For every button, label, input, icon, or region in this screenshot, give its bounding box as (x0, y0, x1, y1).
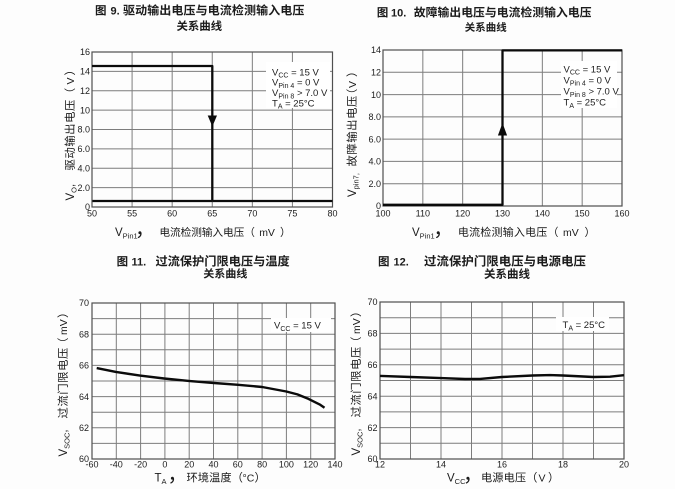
svg-text:60: 60 (233, 460, 243, 470)
svg-text:6.0: 6.0 (368, 134, 381, 144)
svg-text:2.0: 2.0 (77, 183, 90, 193)
svg-text:12: 12 (80, 86, 90, 96)
svg-text:VCC = 15 V: VCC = 15 V (564, 64, 612, 76)
svg-text:-20: -20 (134, 460, 147, 470)
svg-text:70: 70 (79, 298, 89, 308)
svg-text:VPin 8 > 7.0 V: VPin 8 > 7.0 V (272, 88, 328, 100)
svg-text:12: 12 (375, 460, 385, 470)
svg-text:60: 60 (367, 454, 377, 464)
svg-text:62: 62 (367, 423, 377, 433)
svg-text:50: 50 (87, 209, 97, 219)
svg-text:100: 100 (375, 209, 390, 219)
svg-text:6.0: 6.0 (77, 144, 90, 154)
svg-text:16: 16 (80, 47, 90, 57)
svg-text:VSOC,: VSOC, (351, 428, 364, 455)
svg-text:mV: mV (351, 318, 363, 334)
svg-text:VPin 4 = 0 V: VPin 4 = 0 V (564, 75, 612, 87)
svg-text:-40: -40 (110, 460, 123, 470)
svg-text:68: 68 (79, 329, 89, 339)
svg-text:TA = 25°C: TA = 25°C (563, 320, 606, 332)
svg-text:TA: TA (155, 473, 167, 486)
svg-text:68: 68 (367, 329, 377, 339)
svg-text:64: 64 (79, 392, 89, 402)
svg-text:120: 120 (303, 460, 318, 470)
svg-text:4.0: 4.0 (77, 164, 90, 174)
svg-text:4.0: 4.0 (368, 157, 381, 167)
svg-text:110: 110 (416, 209, 430, 219)
svg-text:mV: mV (259, 227, 275, 239)
svg-text:62: 62 (79, 423, 89, 433)
svg-text:65: 65 (207, 209, 217, 219)
svg-text:Vpin7,: Vpin7, (347, 173, 360, 197)
svg-text:0: 0 (162, 460, 167, 470)
svg-text:8.0: 8.0 (77, 125, 90, 135)
svg-text:9.: 9. (111, 6, 120, 18)
svg-text:V: V (347, 81, 359, 88)
svg-text:60: 60 (79, 454, 89, 464)
svg-text:VSOC,: VSOC, (58, 429, 71, 456)
svg-text:0: 0 (85, 202, 90, 212)
svg-text:55: 55 (127, 209, 137, 219)
svg-text:14: 14 (371, 45, 381, 55)
svg-text:20: 20 (184, 460, 194, 470)
svg-text:0: 0 (376, 201, 381, 211)
svg-text:VCC: VCC (447, 473, 466, 486)
svg-text:14: 14 (436, 460, 446, 470)
svg-text:70: 70 (247, 209, 257, 219)
svg-text:°C: °C (243, 473, 255, 485)
svg-text:10.: 10. (391, 8, 406, 20)
svg-text:-60: -60 (85, 460, 98, 470)
svg-text:10: 10 (371, 90, 381, 100)
svg-text:VCC = 15 V: VCC = 15 V (272, 67, 320, 79)
svg-text:VPin 4 = 0 V: VPin 4 = 0 V (272, 78, 320, 90)
svg-text:75: 75 (287, 209, 297, 219)
svg-text:10: 10 (80, 105, 90, 115)
svg-text:80: 80 (257, 460, 267, 470)
svg-text:18: 18 (558, 460, 568, 470)
svg-text:70: 70 (367, 297, 377, 307)
svg-text:VPin 8 > 7.0 V: VPin 8 > 7.0 V (564, 86, 620, 98)
svg-text:16: 16 (497, 460, 507, 470)
svg-text:130: 130 (495, 209, 510, 219)
svg-text:40: 40 (208, 460, 218, 470)
svg-text:150: 150 (575, 209, 590, 219)
svg-text:VPin1: VPin1 (115, 227, 138, 240)
svg-text:80: 80 (327, 209, 337, 219)
svg-text:VPin1: VPin1 (412, 227, 435, 240)
svg-text:160: 160 (614, 209, 629, 219)
svg-text:V: V (539, 473, 546, 485)
svg-text:20: 20 (619, 460, 629, 470)
svg-text:TA = 25°C: TA = 25°C (272, 98, 315, 110)
svg-text:2.0: 2.0 (368, 179, 381, 189)
svg-text:VCC = 15 V: VCC = 15 V (274, 321, 322, 333)
svg-text:VO,: VO, (65, 184, 78, 201)
svg-text:12: 12 (371, 67, 381, 77)
svg-text:V: V (65, 77, 77, 84)
svg-text:140: 140 (327, 460, 342, 470)
svg-text:12.: 12. (394, 257, 409, 269)
svg-text:mV: mV (58, 319, 70, 335)
svg-text:60: 60 (167, 209, 177, 219)
svg-text:mV: mV (563, 227, 579, 239)
svg-text:120: 120 (455, 209, 470, 219)
svg-text:66: 66 (79, 361, 89, 371)
svg-text:66: 66 (367, 360, 377, 370)
svg-text:TA = 25°C: TA = 25°C (564, 97, 607, 109)
svg-text:14: 14 (80, 67, 90, 77)
svg-text:11.: 11. (132, 257, 147, 269)
svg-text:8.0: 8.0 (368, 112, 381, 122)
svg-text:140: 140 (535, 209, 550, 219)
svg-text:100: 100 (279, 460, 294, 470)
svg-text:64: 64 (367, 391, 377, 401)
